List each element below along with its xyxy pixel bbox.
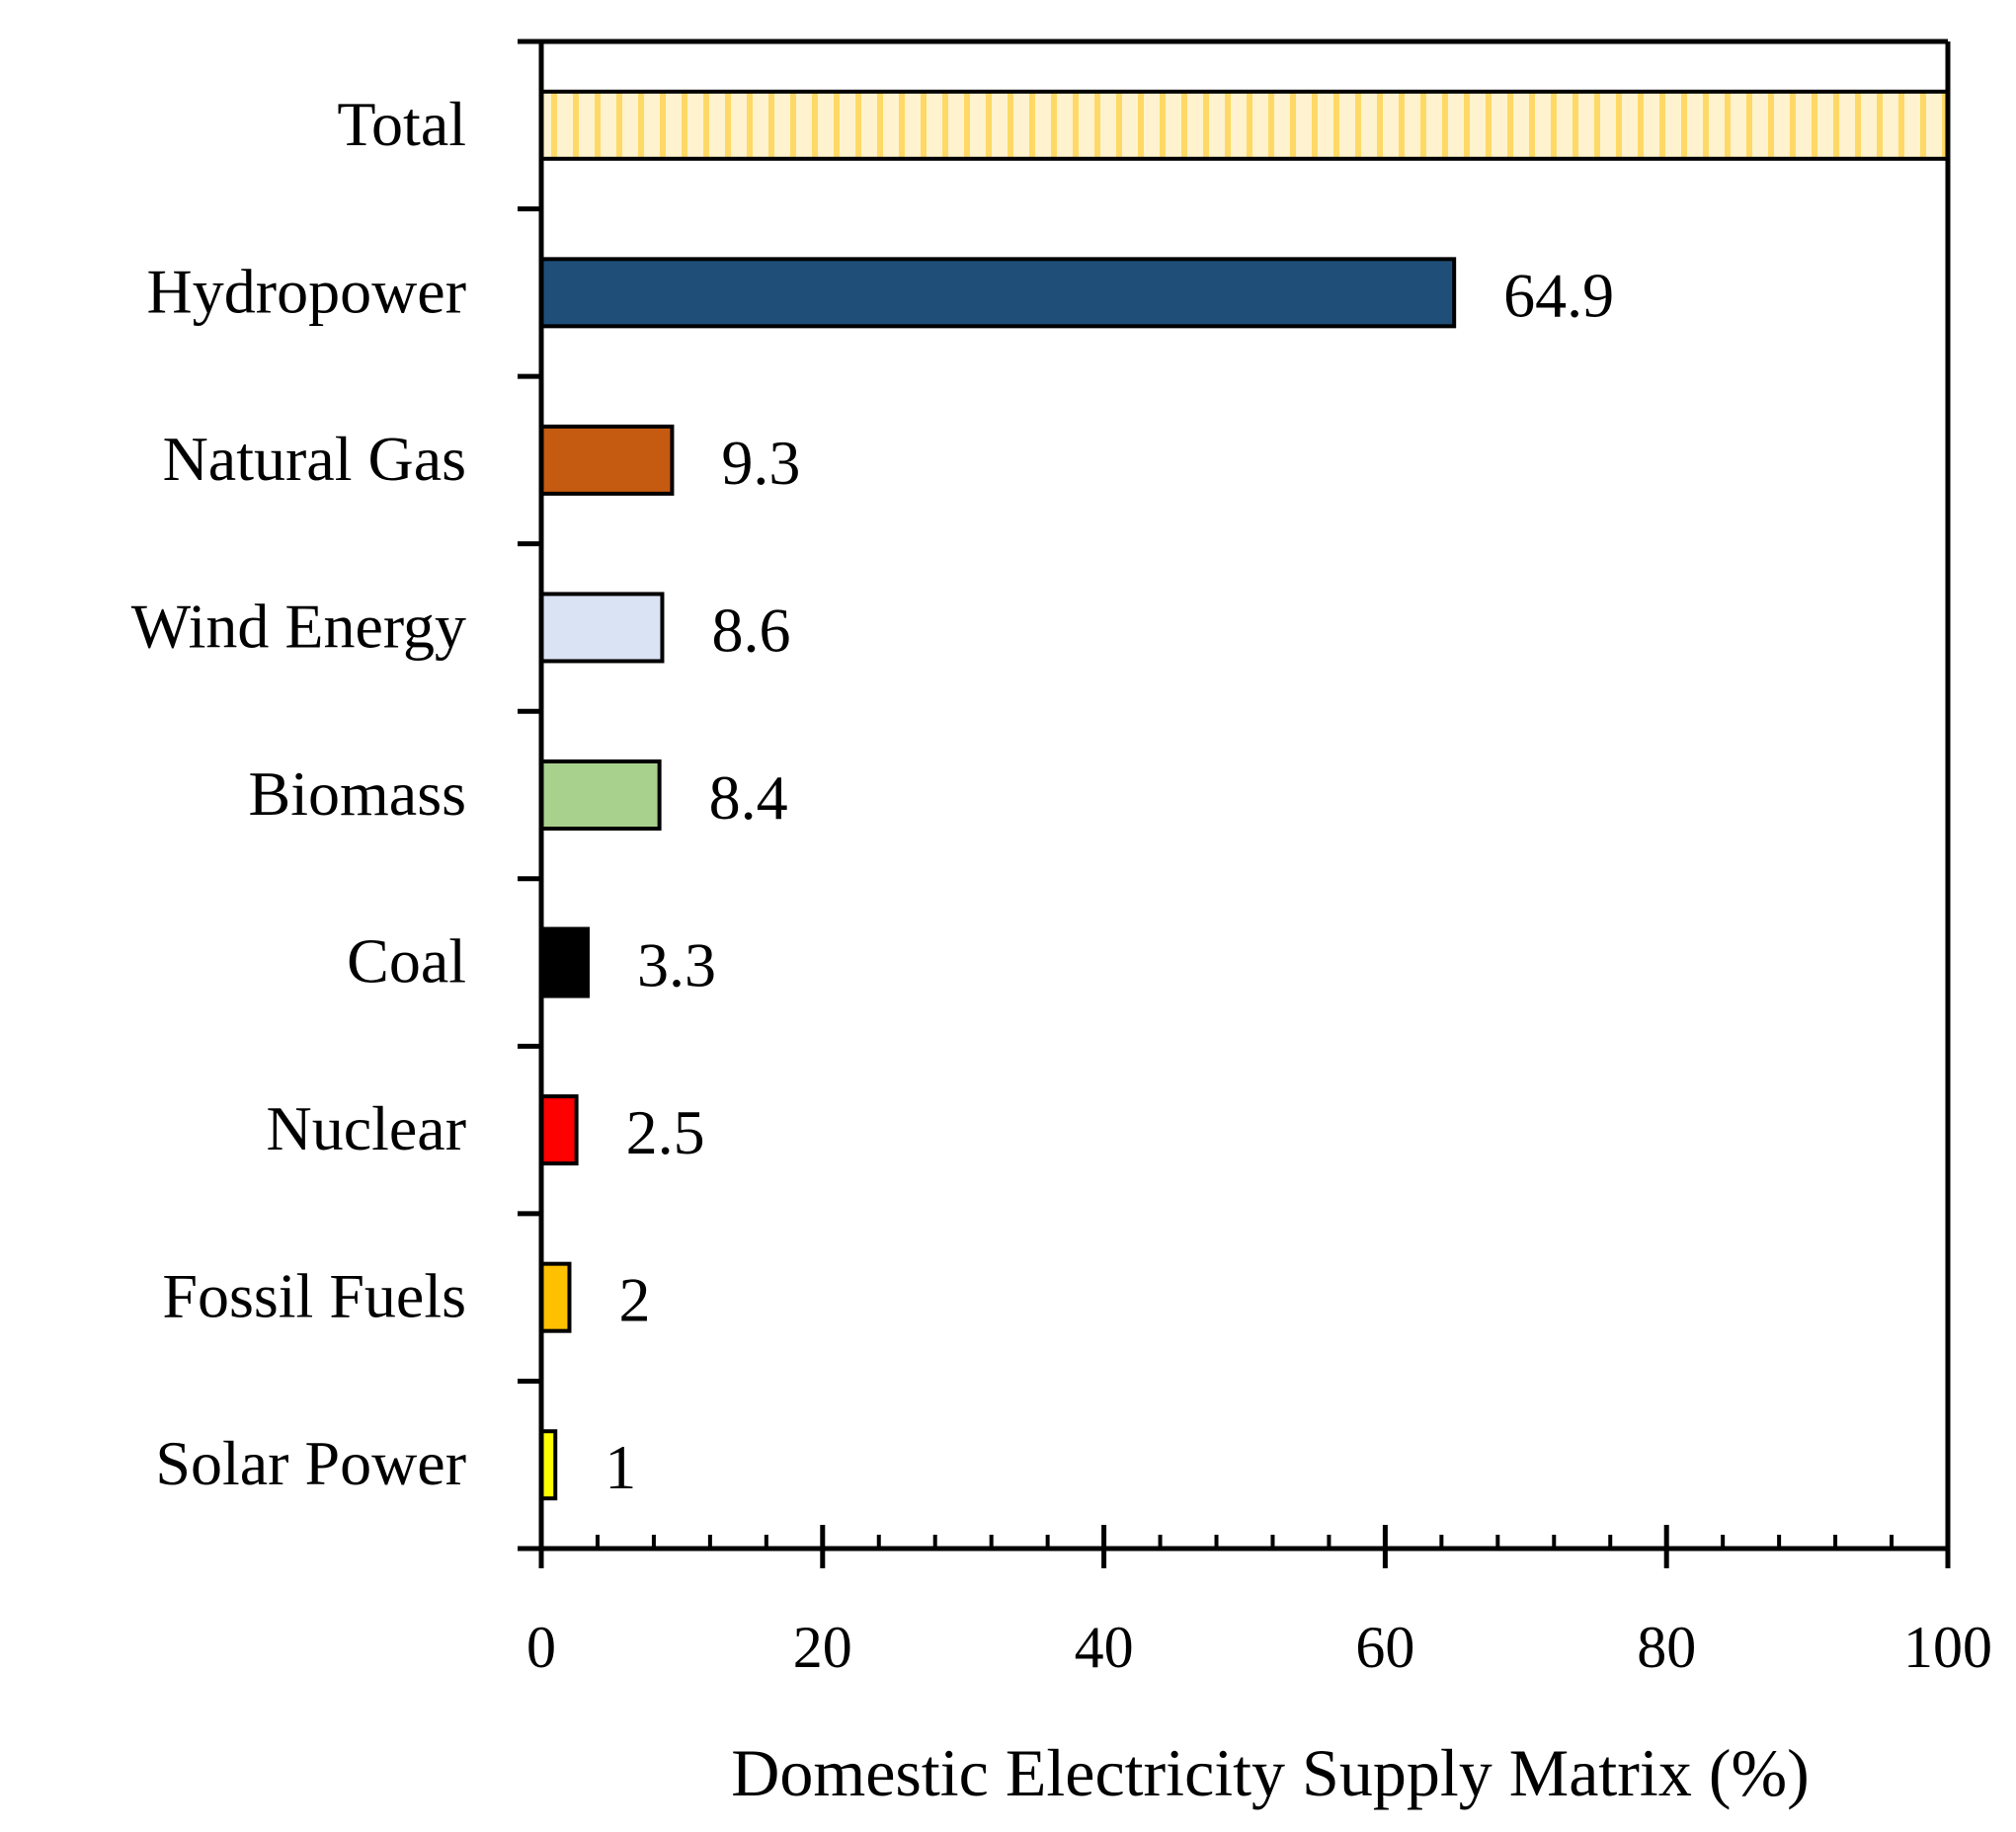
bar-wind-energy [539, 592, 665, 664]
category-label: Coal [347, 926, 466, 996]
value-label: 3.3 [637, 930, 716, 1000]
bar-fossil-fuels [539, 1261, 572, 1333]
bar-nuclear [539, 1094, 579, 1166]
x-tick-label: 100 [1903, 1615, 1992, 1680]
bar-coal [539, 926, 590, 998]
value-label: 8.6 [711, 595, 790, 665]
category-label: Wind Energy [131, 591, 466, 661]
category-label: Nuclear [266, 1093, 466, 1163]
x-tick-label: 60 [1355, 1615, 1414, 1680]
category-label: Fossil Fuels [162, 1261, 466, 1331]
value-label: 2.5 [626, 1097, 705, 1167]
category-label: Natural Gas [163, 424, 466, 494]
category-label: Hydropower [147, 256, 466, 326]
bar-total [539, 89, 1950, 161]
value-label: 64.9 [1503, 260, 1614, 330]
x-tick-label: 20 [793, 1615, 852, 1680]
value-label: 9.3 [721, 428, 800, 498]
bar-natural-gas [539, 424, 675, 496]
x-axis-title: Domestic Electricity Supply Matrix (%) [731, 1735, 1810, 1810]
bar-hydropower [539, 257, 1457, 329]
value-label: 1 [605, 1432, 636, 1502]
bar-biomass [539, 759, 662, 831]
x-tick-label: 80 [1637, 1615, 1696, 1680]
value-label: 2 [618, 1265, 650, 1335]
x-tick-label: 40 [1075, 1615, 1134, 1680]
category-label: Solar Power [155, 1428, 466, 1498]
category-label: Total [337, 89, 466, 159]
x-tick-label: 0 [526, 1615, 556, 1680]
value-label: 8.4 [709, 762, 788, 833]
category-label: Biomass [249, 758, 466, 829]
